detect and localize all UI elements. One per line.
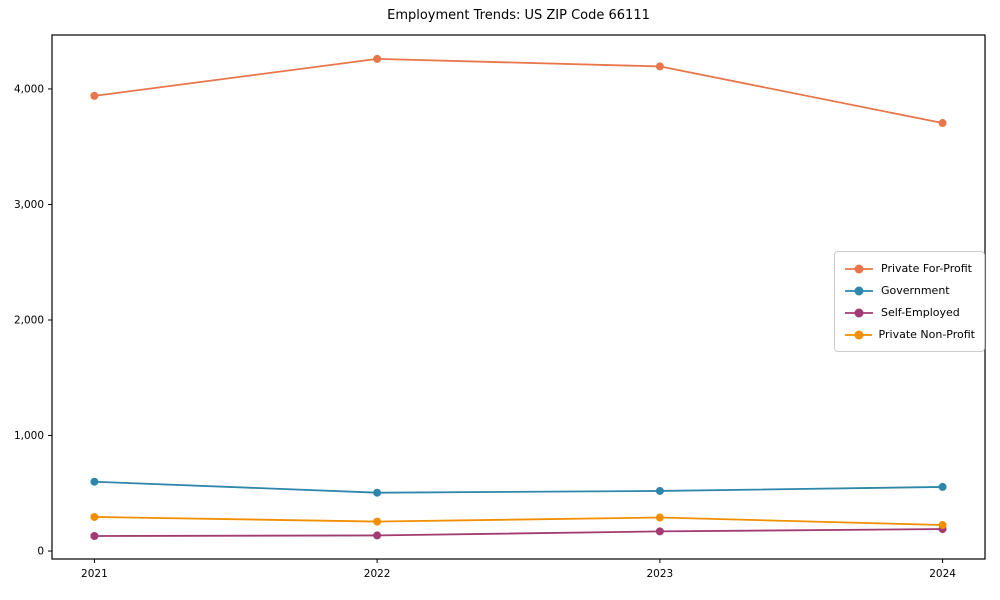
data-point	[90, 477, 99, 486]
x-tick-label: 2023	[646, 568, 673, 580]
data-point	[373, 488, 382, 497]
data-point	[90, 532, 99, 541]
plot-frame	[51, 34, 986, 560]
x-tick-label: 2022	[364, 568, 391, 580]
legend-entry-self-employed: Self-Employed	[844, 303, 975, 322]
chart-title: Employment Trends: US ZIP Code 66111	[387, 8, 650, 23]
legend-label: Self-Employed	[881, 306, 960, 319]
series-line	[94, 516, 943, 526]
legend-line-marker-icon	[845, 330, 872, 339]
legend: Private For-Profit Government Self-Emplo…	[834, 251, 985, 352]
data-point	[655, 513, 664, 522]
y-tick-label: 2,000	[14, 314, 44, 326]
data-point	[373, 54, 382, 63]
legend-entry-private-non-profit: Private Non-Profit	[844, 325, 975, 344]
data-point	[90, 512, 99, 521]
x-tick-label: 2021	[81, 568, 108, 580]
data-point	[655, 62, 664, 71]
legend-entry-government: Government	[844, 281, 975, 300]
data-point	[373, 517, 382, 526]
y-tick-label: 3,000	[14, 199, 44, 211]
legend-label: Government	[881, 284, 950, 297]
legend-label: Private For-Profit	[881, 262, 972, 275]
series-line	[94, 480, 943, 494]
legend-label: Private Non-Profit	[878, 328, 975, 341]
y-tick-label: 4,000	[14, 83, 44, 95]
legend-line-marker-icon	[845, 264, 873, 273]
data-point	[938, 119, 947, 128]
legend-line-marker-icon	[845, 308, 873, 317]
legend-entry-private-for-profit: Private For-Profit	[844, 259, 975, 278]
x-tick-label: 2024	[929, 568, 956, 580]
y-tick-label: 0	[37, 546, 44, 558]
data-point	[655, 486, 664, 495]
series-line	[94, 58, 943, 124]
y-tick-label: 1,000	[14, 430, 44, 442]
legend-line-marker-icon	[845, 286, 873, 295]
data-point	[373, 531, 382, 540]
data-point	[938, 482, 947, 491]
data-point	[938, 521, 947, 530]
series-line	[94, 528, 943, 537]
data-point	[655, 527, 664, 536]
data-point	[90, 91, 99, 100]
